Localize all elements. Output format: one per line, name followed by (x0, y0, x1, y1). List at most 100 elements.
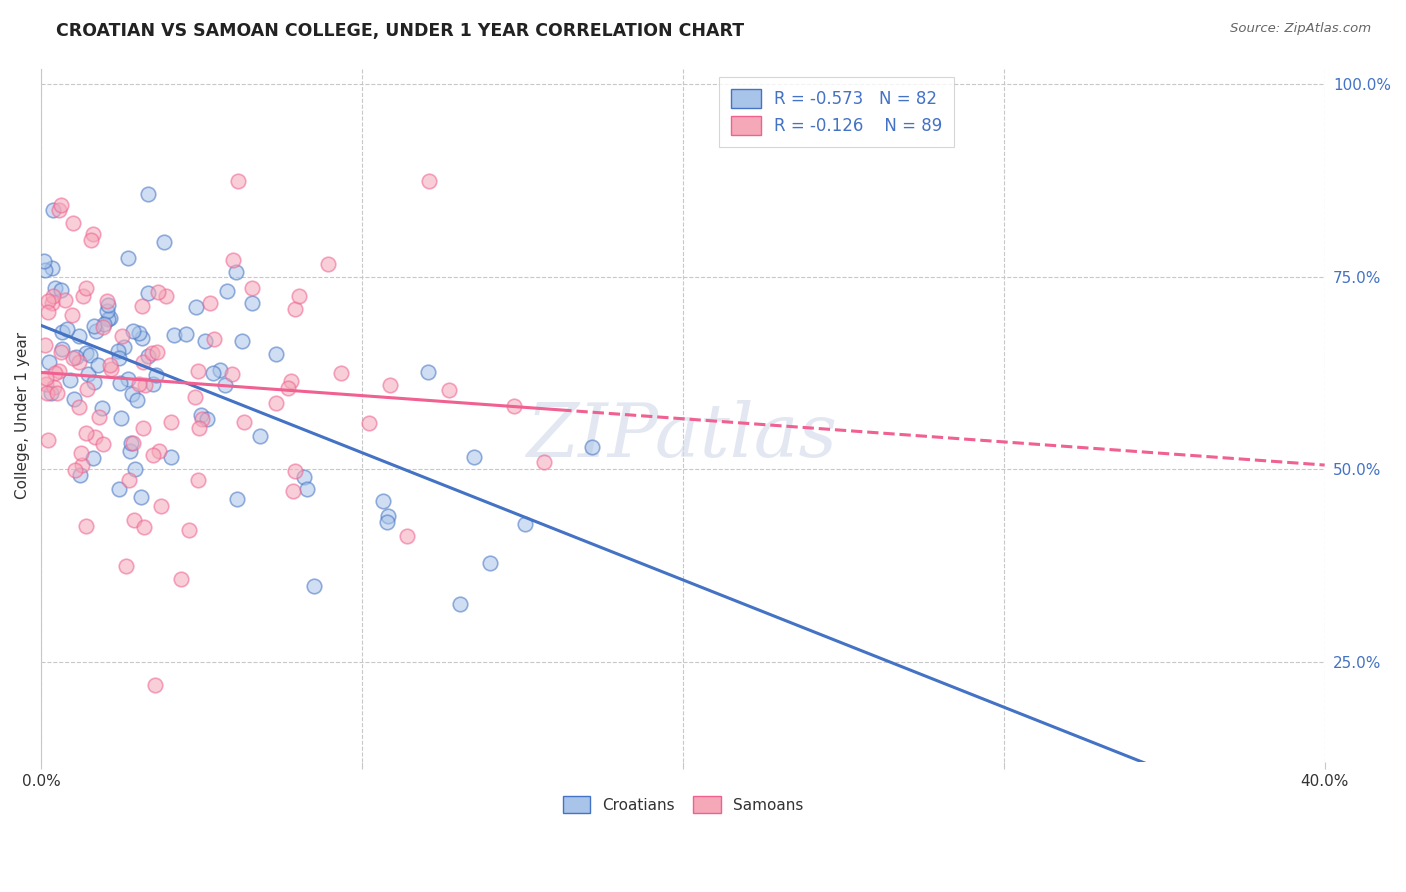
Point (242, 296, 264, 310)
Point (34, 262, 56, 277)
Point (318, 257, 340, 271)
Point (138, 285, 160, 300)
Point (225, 491, 247, 506)
Point (373, 494, 395, 508)
Point (581, 440, 603, 454)
Point (83, 319, 105, 334)
Point (198, 295, 221, 310)
Point (380, 378, 402, 392)
Point (79, 348, 101, 362)
Point (146, 285, 169, 299)
Point (72, 289, 94, 303)
Point (129, 491, 152, 505)
Point (120, 436, 142, 450)
Point (112, 340, 135, 354)
Point (228, 174, 250, 188)
Point (141, 346, 163, 360)
Point (44, 366, 66, 380)
Point (51, 283, 73, 297)
Point (215, 284, 238, 298)
Point (98, 310, 121, 325)
Point (83, 376, 105, 390)
Point (377, 508, 399, 523)
Point (142, 448, 165, 462)
Point (41, 203, 63, 218)
Point (63, 392, 86, 406)
Point (208, 362, 231, 376)
Point (232, 415, 254, 429)
Point (292, 470, 315, 484)
Point (136, 349, 159, 363)
Point (187, 473, 209, 487)
Point (82, 227, 104, 242)
Point (128, 376, 150, 391)
Point (277, 381, 299, 395)
Point (359, 416, 381, 430)
Legend: Croatians, Samoans: Croatians, Samoans (551, 785, 814, 824)
Point (89, 409, 111, 424)
Point (90, 401, 112, 415)
Point (67, 354, 90, 368)
Point (41, 296, 63, 310)
Point (143, 678, 166, 692)
Point (100, 362, 122, 376)
Point (63, 463, 86, 477)
Point (395, 529, 418, 543)
Point (44, 281, 66, 295)
Text: CROATIAN VS SAMOAN COLLEGE, UNDER 1 YEAR CORRELATION CHART: CROATIAN VS SAMOAN COLLEGE, UNDER 1 YEAR… (56, 22, 744, 40)
Point (249, 429, 271, 443)
Point (134, 378, 156, 392)
Point (142, 376, 165, 391)
Point (91, 320, 114, 334)
Point (75, 346, 97, 360)
Point (121, 387, 143, 401)
Point (69, 400, 91, 414)
Point (51, 342, 73, 356)
Point (302, 579, 325, 593)
Point (97, 311, 120, 326)
Point (202, 332, 225, 346)
Point (115, 559, 138, 574)
Point (463, 450, 485, 465)
Point (280, 374, 302, 388)
Point (132, 355, 155, 369)
Point (35, 371, 58, 385)
Text: ZIPatlas: ZIPatlas (527, 400, 838, 473)
Point (131, 330, 153, 344)
Point (56, 322, 79, 336)
Point (37, 304, 59, 318)
Point (39, 386, 62, 401)
Point (122, 324, 145, 338)
Point (67, 329, 90, 343)
Point (51, 344, 73, 359)
Point (107, 482, 129, 496)
Point (231, 334, 253, 348)
Point (128, 326, 150, 340)
Point (75, 425, 97, 440)
Point (148, 444, 170, 458)
Point (84, 324, 107, 338)
Point (65, 350, 87, 364)
Point (264, 395, 287, 409)
Point (48, 203, 70, 218)
Point (60, 308, 83, 322)
Point (127, 392, 149, 407)
Point (187, 420, 209, 434)
Point (124, 462, 146, 476)
Point (42, 380, 65, 394)
Point (146, 344, 169, 359)
Point (150, 499, 173, 513)
Point (479, 556, 502, 570)
Point (111, 329, 134, 343)
Point (62, 216, 84, 230)
Point (122, 513, 145, 527)
Point (162, 328, 184, 343)
Point (284, 301, 307, 316)
Point (183, 390, 205, 404)
Point (80, 233, 103, 247)
Point (82, 450, 104, 465)
Point (62, 351, 84, 365)
Point (176, 327, 198, 342)
Point (117, 372, 139, 386)
Point (75, 518, 97, 533)
